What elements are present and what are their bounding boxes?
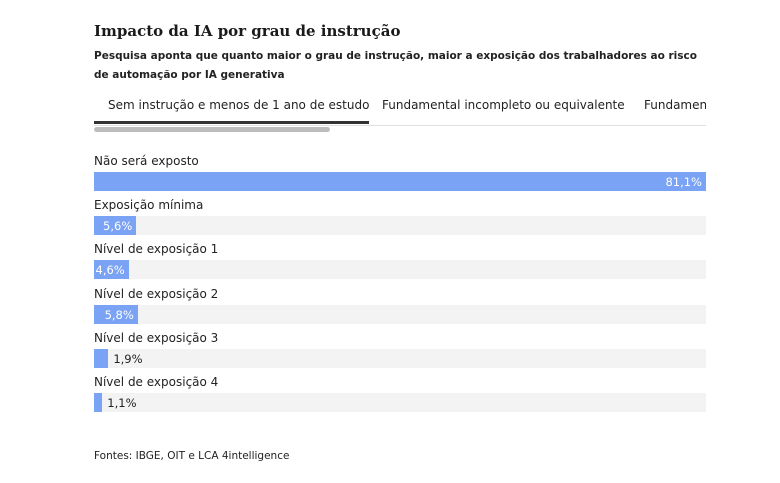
bar: [94, 216, 137, 236]
bar-track: 4,6%: [94, 260, 706, 280]
bar-label: Nível de exposição 2: [94, 286, 219, 301]
bar-value-label: 81,1%: [665, 175, 702, 189]
active-tab-indicator: [94, 121, 367, 124]
bar-label: Não será exposto: [94, 154, 199, 168]
bar: [94, 304, 138, 324]
bar-value-label: 4,6%: [95, 263, 125, 278]
bar: [94, 172, 706, 191]
bar-row: Nível de exposição 3 1,9%: [94, 331, 706, 375]
chart-subtitle: Pesquisa aponta que quanto maior o grau …: [94, 50, 697, 81]
bar-row: Nível de exposição 2 5,8%: [94, 287, 706, 331]
bar: [94, 348, 109, 368]
bar-row: Nível de exposição 4 1,1%: [94, 375, 706, 419]
source-note: Fontes: IBGE, OIT e LCA 4intelligence: [94, 450, 290, 462]
bar-label: Nível de exposição 1: [94, 242, 219, 257]
tab-sem-instrucao[interactable]: Sem instrução e menos de 1 ano de estudo: [108, 95, 370, 124]
bar: [94, 260, 129, 280]
bar-label: Exposição mínima: [94, 198, 204, 213]
bar: [94, 393, 103, 412]
chart-title: Impacto da IA por grau de instrução: [94, 22, 401, 40]
bar-value-label: 5,8%: [104, 307, 134, 322]
bar-track: 1,9%: [94, 348, 706, 368]
bar-label: Nível de exposição 4: [94, 375, 219, 389]
bar-track: 5,6%: [94, 216, 706, 236]
bar-track: 1,1%: [94, 393, 706, 412]
bar-row: Exposição mínima 5,6%: [94, 198, 706, 242]
bar-label: Nível de exposição 3: [94, 330, 219, 345]
tab-fundamental-next[interactable]: Fundamen: [644, 98, 706, 112]
bar-row: Nível de exposição 1 4,6%: [94, 242, 706, 286]
tab-scrollbar[interactable]: [94, 127, 330, 132]
bar-value-label: 1,9%: [113, 351, 143, 366]
bar-row: Não será exposto 81,1%: [94, 154, 706, 198]
bar-track: 81,1%: [94, 172, 706, 191]
bar-value-label: 1,1%: [107, 396, 137, 410]
bar-value-label: 5,6%: [103, 219, 133, 234]
tab-fundamental-incompleto[interactable]: Fundamental incompleto ou equivalente: [382, 98, 625, 112]
bar-track: 5,8%: [94, 304, 706, 324]
